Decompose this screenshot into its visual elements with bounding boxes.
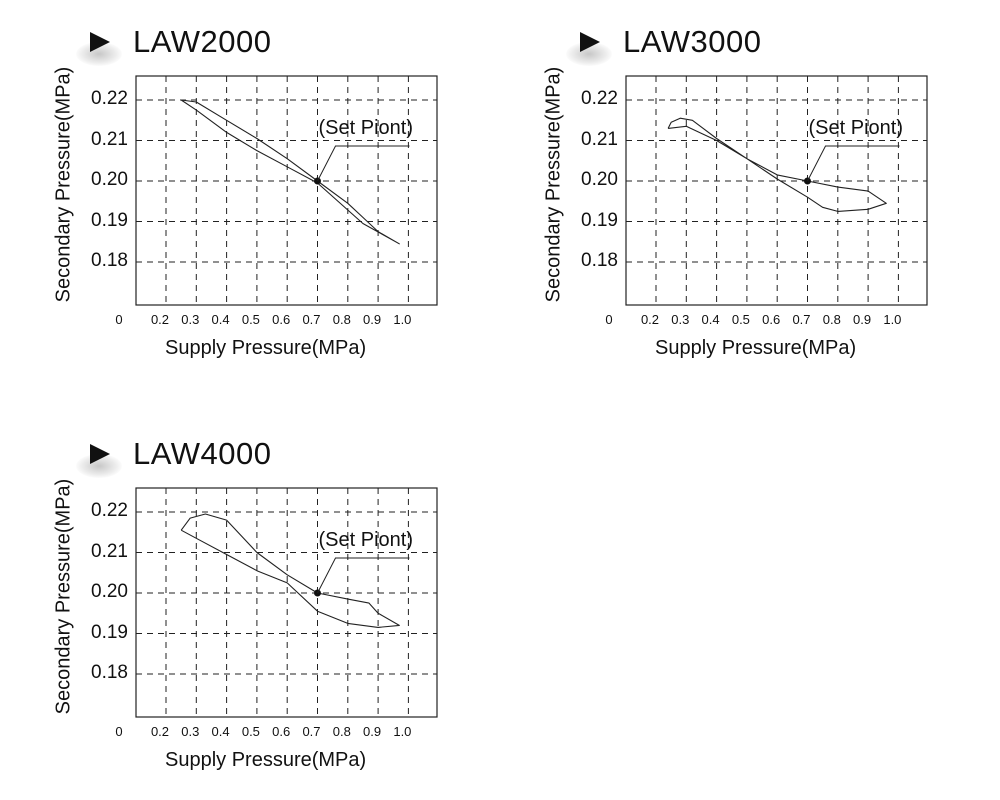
- x-tick-label: 1.0: [393, 724, 412, 739]
- x-tick-label: 0.5: [241, 724, 260, 739]
- y-tick-label: 0.18: [91, 250, 128, 271]
- set-point-label: (Set Piont): [318, 529, 413, 551]
- plot-frame: [135, 487, 438, 718]
- chart-title: LAW2000: [133, 24, 272, 59]
- x-tick-label: 0.9: [363, 724, 382, 739]
- x-tick-label: 0.8: [822, 312, 841, 327]
- y-tick-label: 0.21: [581, 128, 618, 150]
- y-tick-label: 0.18: [581, 250, 618, 271]
- x-tick-label: 0.2: [150, 312, 170, 327]
- x-tick-label: 0.9: [853, 312, 872, 327]
- x-tick-label: 0.7: [302, 312, 321, 327]
- x-tick-label: 1.0: [883, 312, 902, 327]
- plot-svg: [135, 487, 438, 718]
- x-tick-label: 0.5: [731, 312, 750, 327]
- x-tick-label: 0.3: [181, 312, 200, 327]
- set-point-leader: [317, 145, 410, 182]
- y-axis-label: Secondary Pressure(MPa): [542, 66, 565, 303]
- x-tick-label: 0.8: [332, 312, 351, 327]
- x-axis-label: Supply Pressure(MPa): [655, 337, 857, 359]
- y-tick-label: 0.20: [91, 169, 128, 190]
- hysteresis-curve: [180, 513, 400, 628]
- y-tick-label: 0.19: [91, 621, 128, 643]
- x-tick-label: 0.2: [150, 724, 170, 739]
- x-tick-label: 0.6: [762, 312, 781, 327]
- x-tick-label: 0.4: [211, 724, 230, 739]
- y-tick-label: 0.18: [91, 662, 128, 683]
- y-tick-label: 0.22: [91, 88, 128, 109]
- y-tick-label: 0.22: [91, 500, 128, 521]
- x-tick-label: 1.0: [393, 312, 412, 327]
- y-axis-label: Secondary Pressure(MPa): [52, 66, 75, 303]
- x-tick-label: 0: [115, 724, 123, 739]
- chart-panel-law3000: LAW3000 (Set Piont) 0.22 0.21 0.20 0.19 0.18 0 0…: [490, 0, 928, 360]
- y-tick-label: 0.22: [581, 88, 618, 109]
- x-axis-label: Supply Pressure(MPa): [165, 337, 367, 359]
- chart-panel-law4000: LAW4000 (Set Piont) 0.22 0.21 0.20 0.19 0.18 0 0…: [0, 412, 438, 772]
- x-tick-label: 0: [115, 312, 123, 327]
- play-arrow-icon: [580, 32, 600, 52]
- y-tick-label: 0.21: [91, 128, 128, 150]
- y-tick-label: 0.20: [581, 169, 618, 190]
- plot-frame: [135, 75, 438, 306]
- x-tick-label: 0.7: [302, 724, 321, 739]
- x-axis-label: Supply Pressure(MPa): [165, 749, 367, 771]
- y-tick-label: 0.19: [91, 209, 128, 231]
- set-point-label: (Set Piont): [808, 117, 903, 139]
- y-tick-label: 0.20: [91, 581, 128, 602]
- x-tick-label: 0.6: [272, 312, 291, 327]
- set-point-leader: [317, 557, 410, 594]
- x-tick-label: 0.6: [272, 724, 291, 739]
- y-axis-label: Secondary Pressure(MPa): [52, 478, 75, 715]
- play-arrow-icon: [90, 32, 110, 52]
- x-tick-label: 0.3: [671, 312, 690, 327]
- plot-frame: [625, 75, 928, 306]
- x-tick-label: 0.4: [211, 312, 230, 327]
- set-point-leader: [807, 145, 900, 182]
- x-tick-label: 0.5: [241, 312, 260, 327]
- y-tick-label: 0.19: [581, 209, 618, 231]
- x-tick-label: 0.7: [792, 312, 811, 327]
- set-point-label: (Set Piont): [318, 117, 413, 139]
- hysteresis-curve: [667, 117, 887, 212]
- x-tick-label: 0.3: [181, 724, 200, 739]
- chart-panel-law2000: LAW2000 (Set Piont) 0.22 0.21 0.20 0.19 0.18 0 0…: [0, 0, 438, 360]
- chart-title: LAW3000: [623, 24, 762, 59]
- x-tick-label: 0.8: [332, 724, 351, 739]
- plot-svg: [625, 75, 928, 306]
- chart-title: LAW4000: [133, 436, 272, 471]
- x-tick-label: 0.9: [363, 312, 382, 327]
- y-tick-label: 0.21: [91, 540, 128, 562]
- x-tick-label: 0.2: [640, 312, 660, 327]
- hysteresis-curve: [180, 99, 400, 245]
- plot-svg: [135, 75, 438, 306]
- x-tick-label: 0.4: [701, 312, 720, 327]
- play-arrow-icon: [90, 444, 110, 464]
- x-tick-label: 0: [605, 312, 613, 327]
